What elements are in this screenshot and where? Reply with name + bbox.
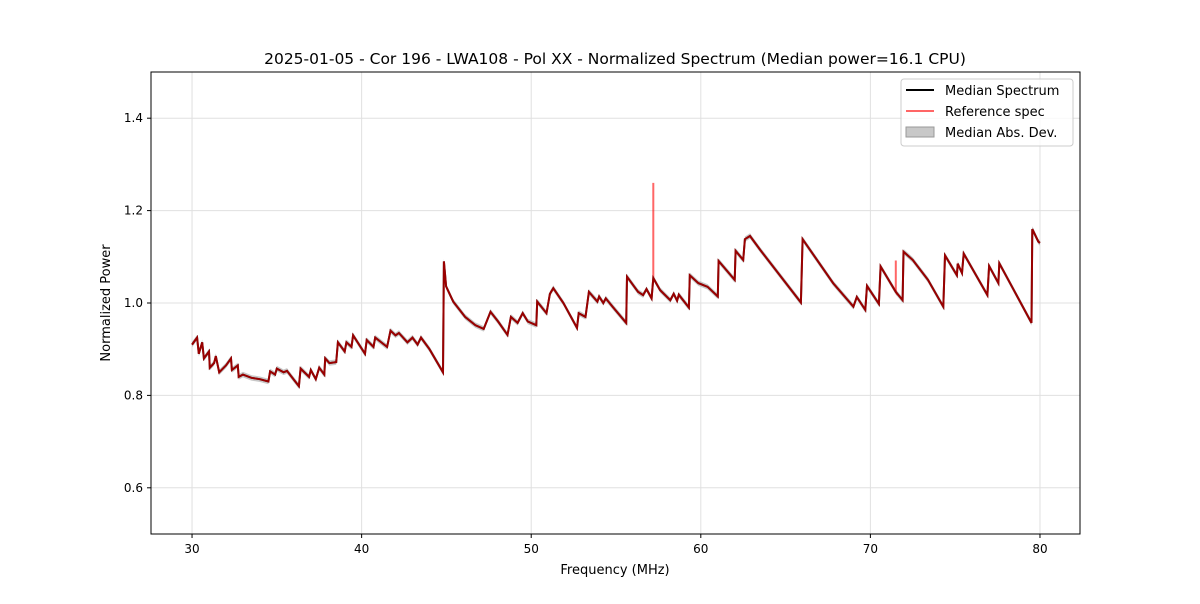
- x-axis-ticks: 30 40 50 60 70 80: [184, 534, 1048, 556]
- y-axis-ticks: 0.6 0.8 1.0 1.2 1.4: [124, 111, 151, 495]
- legend-mad-label: Median Abs. Dev.: [945, 126, 1057, 141]
- y-tick-label: 0.6: [124, 481, 143, 495]
- legend-frame: [900, 78, 1074, 147]
- x-tick-label: 80: [1032, 542, 1047, 556]
- legend-median-label: Median Spectrum: [945, 84, 1059, 99]
- legend-reference-label: Reference spec: [945, 105, 1045, 120]
- legend: Median Spectrum Reference spec Median Ab…: [900, 78, 1074, 147]
- x-tick-label: 30: [184, 542, 199, 556]
- y-tick-label: 0.8: [124, 388, 143, 402]
- reference-spectrum-line: [191, 182, 1041, 389]
- x-tick-label: 70: [863, 542, 878, 556]
- chart-title: 2025-01-05 - Cor 196 - LWA108 - Pol XX -…: [264, 50, 966, 68]
- x-tick-label: 60: [693, 542, 708, 556]
- legend-mad-swatch: [905, 126, 935, 138]
- y-tick-label: 1.0: [124, 296, 143, 310]
- x-axis-label: Frequency (MHz): [560, 563, 669, 578]
- y-tick-label: 1.4: [124, 111, 143, 125]
- x-tick-label: 50: [524, 542, 539, 556]
- x-tick-label: 40: [354, 542, 369, 556]
- y-tick-label: 1.2: [124, 204, 143, 218]
- y-axis-label: Normalized Power: [99, 244, 114, 362]
